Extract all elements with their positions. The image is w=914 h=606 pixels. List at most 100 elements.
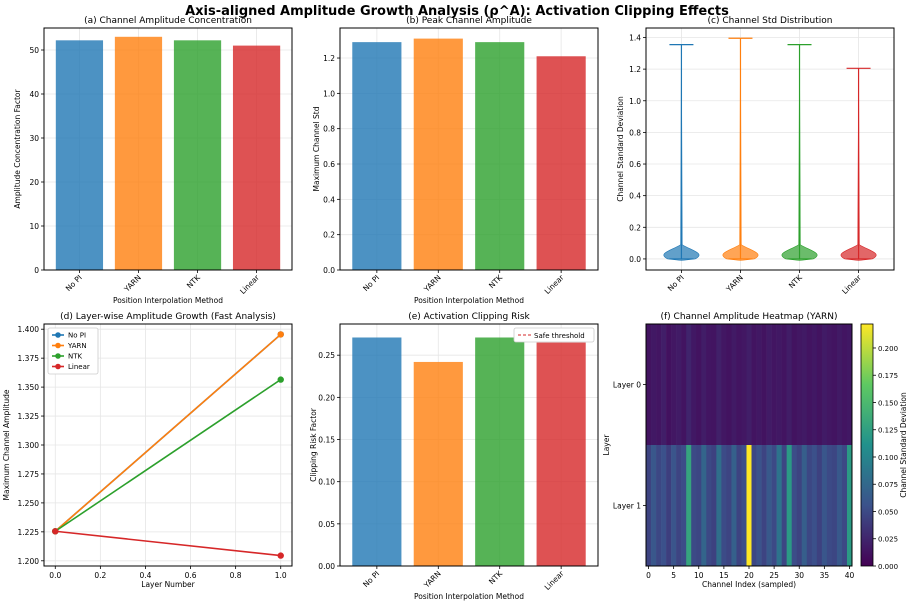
- y-axis-label: Maximum Channel Amplitude: [2, 389, 11, 500]
- heatmap-cell: [731, 445, 737, 567]
- x-tick-label: 35: [820, 571, 830, 580]
- y-tick-label: 30: [29, 134, 39, 143]
- legend-marker: [55, 353, 61, 359]
- heatmap-cell: [726, 445, 732, 567]
- y-tick-label: 0.8: [629, 128, 641, 137]
- y-axis-label: Amplitude Concentration Factor: [13, 88, 22, 208]
- heatmap-cell: [721, 324, 727, 446]
- heatmap-cell: [681, 324, 687, 446]
- y-tick-label: 0.6: [323, 160, 335, 169]
- y-tick-label: 20: [29, 178, 39, 187]
- x-tick-label: NTK: [185, 272, 203, 290]
- x-tick-label: 5: [671, 571, 676, 580]
- figure-title: Axis-aligned Amplitude Growth Analysis (…: [185, 4, 729, 19]
- y-axis-label: Channel Standard Deviation: [616, 96, 625, 202]
- bar-yarn: [413, 38, 463, 270]
- legend-label-ntk: NTK: [68, 353, 83, 361]
- axes-frame: [43, 27, 293, 271]
- x-axis-label: Position Interpolation Method: [414, 592, 524, 601]
- x-tick-label: No PI: [361, 569, 381, 589]
- y-tick-label: 50: [29, 46, 39, 55]
- y-tick-label: 1.2: [323, 54, 335, 63]
- series-point-linear: [52, 528, 59, 535]
- x-tick-label: 0.0: [49, 571, 61, 580]
- y-tick-label: 0.05: [318, 520, 335, 529]
- bar-no-pi: [55, 40, 104, 270]
- heatmap-cell: [701, 445, 707, 567]
- heatmap-cell: [806, 445, 813, 567]
- y-tick-label: 0.6: [629, 160, 641, 169]
- colorbar-label: Channel Standard Deviation: [899, 392, 908, 498]
- heatmap-cell: [666, 445, 672, 567]
- heatmap-cell: [796, 324, 803, 446]
- series-line-yarn: [54, 333, 282, 532]
- heatmap-cell: [751, 445, 757, 567]
- x-tick-label: No PI: [666, 273, 686, 293]
- series-point-ntk: [277, 376, 284, 383]
- heatmap-cell: [761, 324, 767, 446]
- chart-title: (a) Channel Amplitude Concentration: [84, 16, 252, 26]
- heatmap-cell: [826, 445, 833, 567]
- legend-label-safe-threshold: Safe threshold: [534, 332, 585, 340]
- x-tick-label: 25: [769, 571, 779, 580]
- x-tick-label: NTK: [487, 272, 505, 290]
- panel-e: 0.00 0.05 0.10 0.15 0.20 0.25 No PI YARN NTK Line…: [309, 312, 599, 601]
- heatmap-cell: [801, 324, 808, 446]
- x-tick-label: YARN: [422, 569, 443, 590]
- colorbar-tick-label: 0.175: [878, 372, 898, 380]
- colorbar-tick-label: 0.100: [878, 454, 898, 462]
- heatmap-cell: [781, 324, 787, 446]
- heatmap-cell: [646, 324, 652, 446]
- x-tick-label: 0.2: [94, 571, 106, 580]
- heatmap-cell: [821, 445, 828, 567]
- heatmap-cell: [671, 324, 677, 446]
- y-tick-label: Layer 0: [613, 381, 641, 390]
- bar-no-pi: [352, 42, 402, 271]
- heatmap-cell: [756, 445, 762, 567]
- y-tick-label: 1.300: [18, 441, 40, 450]
- x-axis-label: Position Interpolation Method: [414, 296, 524, 305]
- heatmap-cell: [816, 445, 823, 567]
- bar-yarn: [413, 361, 463, 566]
- heatmap-cell: [836, 445, 843, 567]
- bar-no-pi: [352, 337, 402, 566]
- panel-c: 0.0 0.2 0.4 0.6 0.8 1.0 1.2 1.4 No PI YARN NTK Line…: [616, 16, 895, 296]
- heatmap-cell: [806, 324, 813, 446]
- heatmap-cell: [781, 445, 787, 567]
- y-tick-label: 1.275: [18, 470, 40, 479]
- heatmap-cell: [741, 324, 747, 446]
- y-tick-label: 1.2: [629, 65, 641, 74]
- heatmap-cell: [701, 324, 707, 446]
- y-tick-label: 1.350: [18, 383, 40, 392]
- heatmap-cell: [706, 445, 712, 567]
- x-axis-label: Position Interpolation Method: [113, 296, 223, 305]
- y-tick-label: 0.4: [629, 192, 641, 201]
- heatmap-cell: [691, 445, 697, 567]
- heatmap-cell: [846, 324, 853, 446]
- bar-linear: [536, 342, 586, 566]
- x-tick-label: Linear: [238, 272, 261, 295]
- heatmap-cell: [786, 324, 793, 446]
- y-tick-label: 40: [29, 90, 39, 99]
- heatmap-cell: [831, 445, 838, 567]
- y-tick-label: 1.400: [18, 325, 40, 334]
- heatmap-cell: [661, 445, 667, 567]
- heatmap-cell: [791, 324, 798, 446]
- heatmap-cell: [801, 445, 808, 567]
- y-tick-label: 1.375: [18, 354, 40, 363]
- chart-title: (b) Peak Channel Amplitude: [406, 16, 532, 26]
- heatmap-cell: [761, 445, 767, 567]
- y-tick-label: 1.4: [629, 33, 641, 42]
- bar-ntk: [475, 337, 525, 566]
- y-axis-label: Maximum Channel Std: [312, 106, 321, 191]
- y-tick-label: 0.2: [323, 231, 335, 240]
- heatmap-cell: [751, 324, 757, 446]
- heatmap-cell: [766, 445, 772, 567]
- y-tick-label: 0.2: [629, 223, 641, 232]
- y-axis-label: Clipping Risk Factor: [309, 407, 318, 482]
- x-tick-label: YARN: [122, 273, 143, 294]
- y-tick-label: 1.225: [18, 528, 40, 537]
- x-tick-label: 1.0: [275, 571, 287, 580]
- axes-frame: [339, 323, 599, 567]
